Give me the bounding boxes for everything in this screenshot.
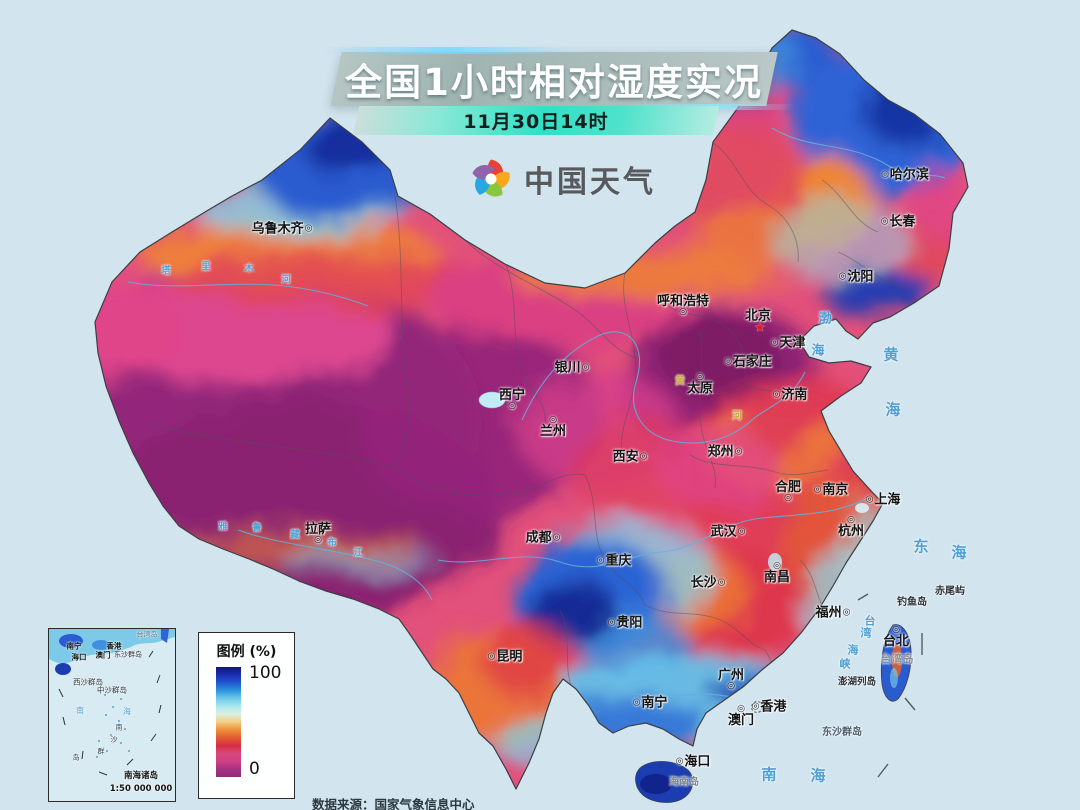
page-title: 全国1小时相对湿度实况 xyxy=(345,61,763,104)
taiwan-island xyxy=(880,624,912,702)
china-outline xyxy=(94,29,969,790)
pinwheel-logo-icon xyxy=(472,159,510,197)
legend-min-label: 0 xyxy=(249,759,260,779)
title-banner: 全国1小时相对湿度实况 xyxy=(323,47,797,110)
logo-text: 中国天气 xyxy=(524,165,656,200)
south-china-sea-inset xyxy=(48,628,176,802)
legend-max-label: 100 xyxy=(249,663,282,683)
china-weather-logo: 中国天气 xyxy=(468,156,656,202)
lakes xyxy=(478,391,869,571)
inset-canvas xyxy=(49,629,175,776)
attribution: 数据来源：国家气象信息中心 比例尺1:25 000 000 审图号:GS京(20… xyxy=(312,757,622,810)
boundary-dashes xyxy=(751,593,923,778)
observation-time: 11月30日14时 xyxy=(463,111,609,133)
province-borders xyxy=(149,141,906,703)
legend-box: 图例 (%) 100 0 xyxy=(198,632,295,799)
logo-petal xyxy=(472,164,496,180)
subtitle-band: 11月30日14时 xyxy=(352,106,720,135)
data-source-line: 数据来源：国家气象信息中心 xyxy=(312,797,475,810)
legend-colorbar xyxy=(216,667,241,777)
legend-title: 图例 (%) xyxy=(216,644,277,660)
hainan-island xyxy=(635,761,694,803)
